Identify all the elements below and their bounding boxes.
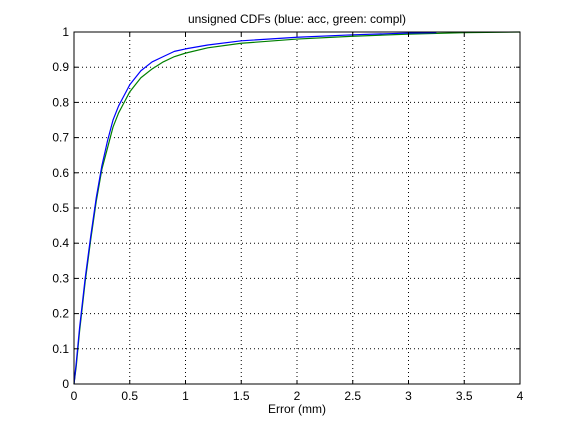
x-tick-label: 0 <box>71 389 78 403</box>
y-tick-label: 1 <box>62 25 69 39</box>
y-tick-label: 0.9 <box>52 60 69 74</box>
y-tick-label: 0.6 <box>52 166 69 180</box>
x-tick-label: 4 <box>517 389 524 403</box>
x-tick-labels: 0 0.5 1 1.5 2 2.5 3 3.5 4 <box>71 389 524 403</box>
grid-lines <box>74 32 520 384</box>
y-tick-label: 0.1 <box>52 342 69 356</box>
y-tick-labels: 0 0.1 0.2 0.3 0.4 0.5 0.6 0.7 0.8 0.9 1 <box>52 25 69 391</box>
y-tick-label: 0.3 <box>52 271 69 285</box>
y-tick-label: 0 <box>62 377 69 391</box>
x-tick-label: 2 <box>294 389 301 403</box>
y-tick-label: 0.7 <box>52 131 69 145</box>
y-tick-label: 0.5 <box>52 201 69 215</box>
x-tick-label: 3 <box>405 389 412 403</box>
y-tick-label: 0.8 <box>52 95 69 109</box>
x-axis-label: Error (mm) <box>268 402 326 416</box>
blue-series-line <box>73 32 437 385</box>
y-tick-label: 0.4 <box>52 236 69 250</box>
x-tick-label: 2.5 <box>344 389 361 403</box>
series-lines <box>73 31 521 385</box>
y-tick-label: 0.2 <box>52 307 69 321</box>
x-tick-label: 0.5 <box>121 389 138 403</box>
axis-ticks <box>73 31 521 385</box>
chart-title: unsigned CDFs (blue: acc, green: compl) <box>188 12 406 26</box>
x-tick-label: 3.5 <box>456 389 473 403</box>
x-tick-label: 1.5 <box>233 389 250 403</box>
x-tick-label: 1 <box>182 389 189 403</box>
